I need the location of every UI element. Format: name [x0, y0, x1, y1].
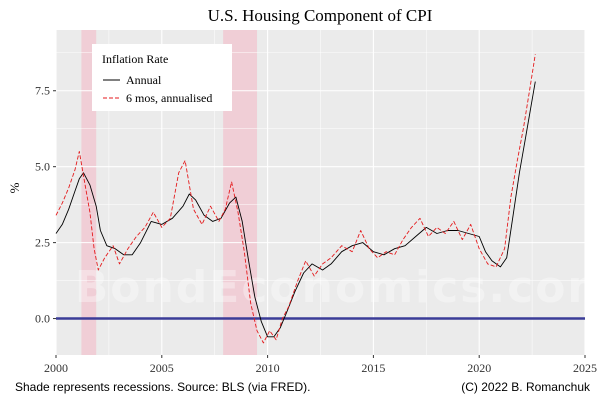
x-tick-label: 2000 — [44, 361, 68, 375]
legend-box — [92, 44, 232, 111]
series-lines — [55, 54, 536, 344]
chart-title: U.S. Housing Component of CPI — [208, 6, 433, 25]
series-6mos-annualised-line — [55, 54, 536, 344]
y-tick-label: 2.5 — [35, 236, 50, 250]
y-tick-label: 7.5 — [35, 84, 50, 98]
x-tick-label: 2010 — [256, 361, 280, 375]
footer-source: Shade represents recessions. Source: BLS… — [15, 380, 310, 394]
x-tick-label: 2005 — [150, 361, 174, 375]
legend-title: Inflation Rate — [102, 52, 168, 66]
x-axis: 2000 2005 2010 2015 2020 2025 — [44, 355, 597, 375]
footer-copyright: (C) 2022 B. Romanchuk — [461, 380, 591, 394]
series-annual-line — [55, 81, 536, 338]
x-tick-label: 2020 — [467, 361, 491, 375]
legend-label-annual: Annual — [126, 73, 162, 87]
y-tick-label: 5.0 — [35, 160, 50, 174]
recession-band-1 — [81, 30, 97, 355]
legend: Inflation Rate Annual 6 mos, annualised — [92, 44, 232, 111]
y-tick-label: 0.0 — [35, 312, 50, 326]
legend-label-6mos: 6 mos, annualised — [126, 91, 212, 105]
y-axis: 0.0 2.5 5.0 7.5 — [35, 84, 56, 326]
x-tick-label: 2025 — [573, 361, 597, 375]
y-axis-label: % — [7, 182, 22, 193]
watermark: BondEconomics.com — [75, 262, 600, 313]
x-tick-label: 2015 — [361, 361, 385, 375]
